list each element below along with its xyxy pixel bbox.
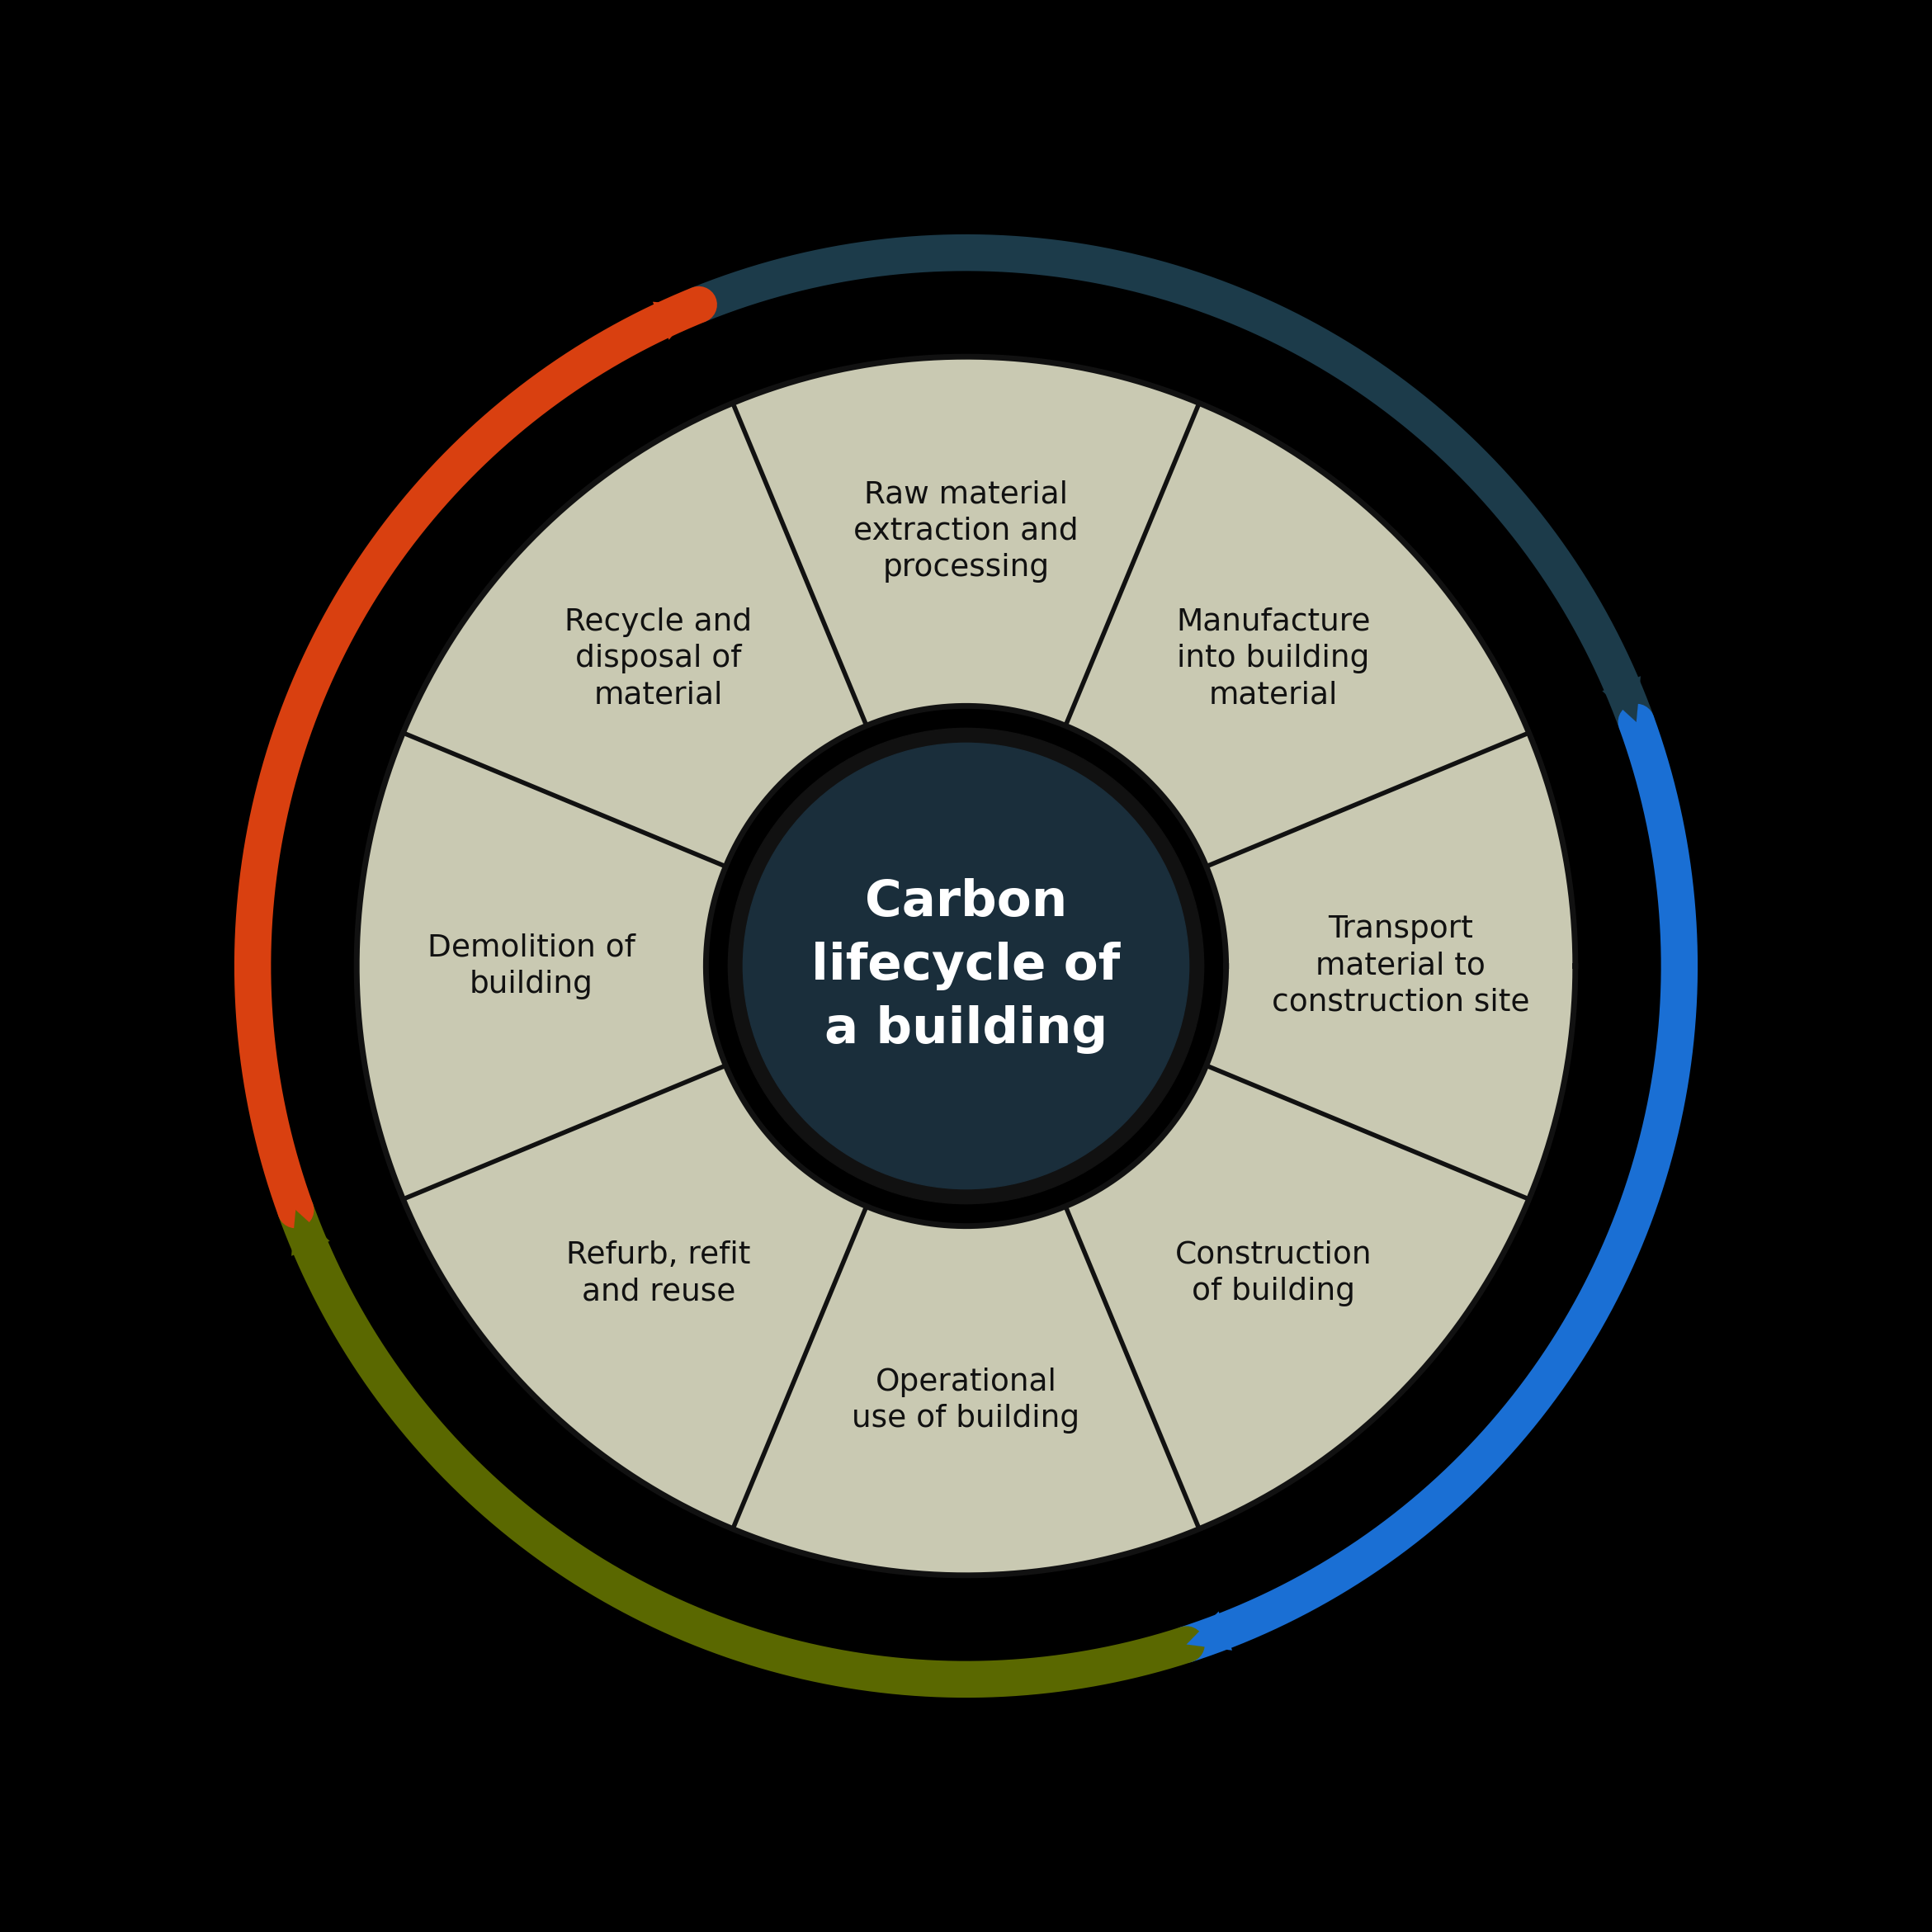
Text: Refurb, refit
and reuse: Refurb, refit and reuse [566, 1240, 752, 1306]
Polygon shape [357, 357, 1575, 1575]
Circle shape [744, 744, 1188, 1188]
Text: Operational
use of building: Operational use of building [852, 1368, 1080, 1434]
Text: Manufacture
into building
material: Manufacture into building material [1177, 607, 1370, 711]
Text: Construction
of building: Construction of building [1175, 1240, 1372, 1306]
Text: Recycle and
disposal of
material: Recycle and disposal of material [564, 607, 752, 711]
Text: Demolition of
building: Demolition of building [427, 933, 636, 999]
Text: Transport
material to
construction site: Transport material to construction site [1271, 914, 1530, 1018]
Text: Carbon
lifecycle of
a building: Carbon lifecycle of a building [811, 877, 1121, 1055]
Text: Raw material
extraction and
processing: Raw material extraction and processing [854, 479, 1078, 583]
Circle shape [728, 728, 1204, 1204]
